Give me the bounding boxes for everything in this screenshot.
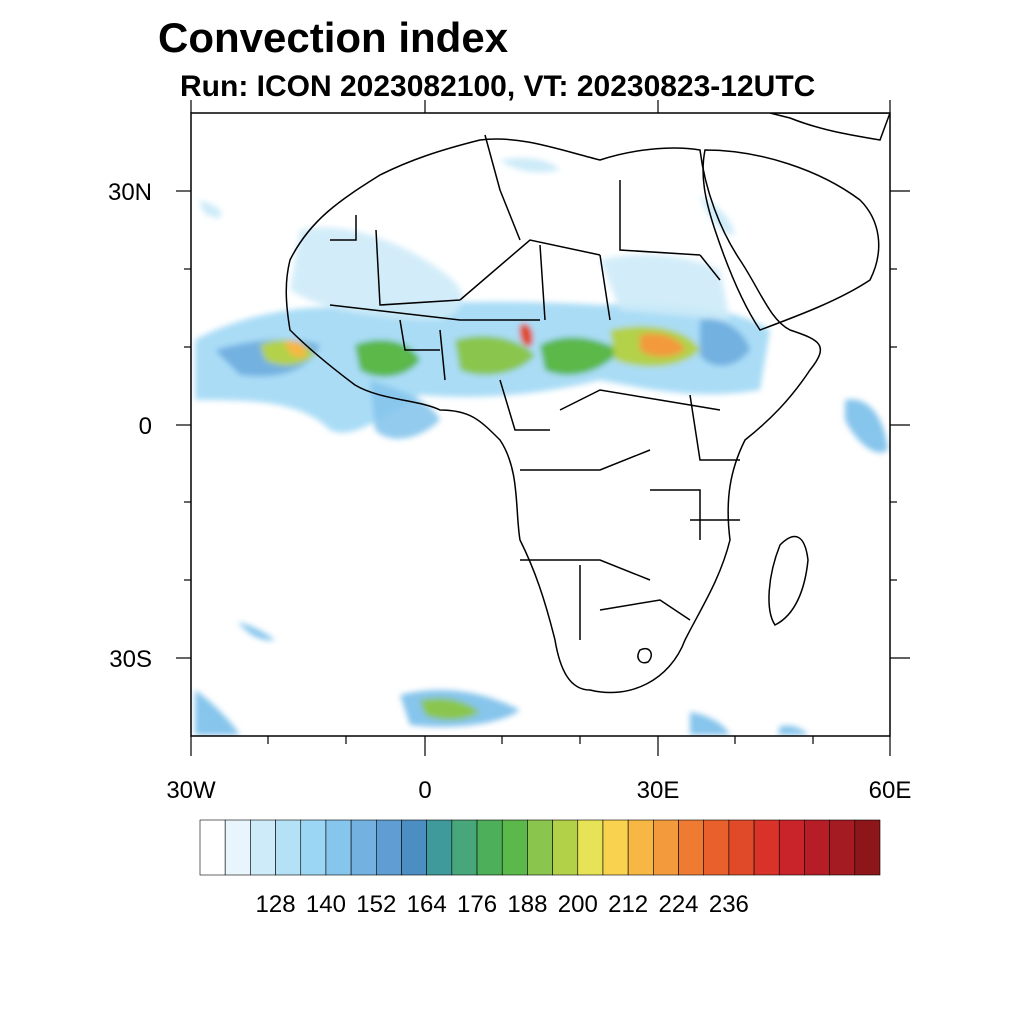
colorbar-swatch [199,819,226,876]
colorbar-swatch [501,819,528,876]
colorbar-label: 200 [558,891,598,918]
lat-label-0: 0 [139,413,152,440]
colorbar-swatch [602,819,629,876]
coastlines [285,113,890,694]
colorbar-swatch [350,819,377,876]
map-subtitle: Run: ICON 2023082100, VT: 20230823-12UTC [180,70,816,103]
colorbar-swatch [753,819,780,876]
colorbar-swatch [653,819,679,876]
colorbar-swatch [703,819,730,876]
colorbar-swatch [829,819,856,876]
lon-label-0: 0 [418,777,431,804]
lon-label-60e: 60E [869,777,912,804]
colorbar-label: 188 [507,891,547,918]
lat-label-30s: 30S [109,646,152,673]
lon-label-30e: 30E [637,777,680,804]
colorbar-swatch [476,819,503,876]
colorbar-swatch [527,819,553,876]
colorbar-swatch [451,819,478,876]
colorbar-label: 176 [457,891,497,918]
colorbar-label: 236 [709,891,749,918]
colorbar-swatch [804,819,830,876]
colorbar-label: 152 [356,891,396,918]
colorbar-swatch [678,819,705,876]
colorbar-label: 212 [608,891,648,918]
colorbar-label: 224 [658,891,698,918]
colorbar-swatch [854,819,881,876]
colorbar-swatch [375,819,402,876]
colorbar-swatch [275,819,302,876]
plot-frame [190,112,891,737]
colorbar-swatch [300,819,327,876]
lat-label-30n: 30N [108,179,152,206]
page-title: Convection index [158,14,509,61]
colorbar-swatch [778,819,805,876]
colorbar-swatch [426,819,453,876]
colorbar-swatch [250,819,276,876]
axis-ticks [176,100,910,756]
colorbar [199,819,881,876]
colorbar-swatch [401,819,427,876]
colorbar-label: 140 [306,891,346,918]
colorbar-swatch [552,819,579,876]
colorbar-swatch [325,819,352,876]
colorbar-swatch [728,819,755,876]
colorbar-swatch [577,819,604,876]
colorbar-swatch [224,819,251,876]
colorbar-label: 128 [256,891,296,918]
convection-field [195,158,888,735]
colorbar-label: 164 [407,891,447,918]
lon-label-30w: 30W [166,777,216,804]
colorbar-swatch [627,819,654,876]
colorbar-labels: 128 140 152 164 176 188 200 212 224 236 [256,891,749,918]
